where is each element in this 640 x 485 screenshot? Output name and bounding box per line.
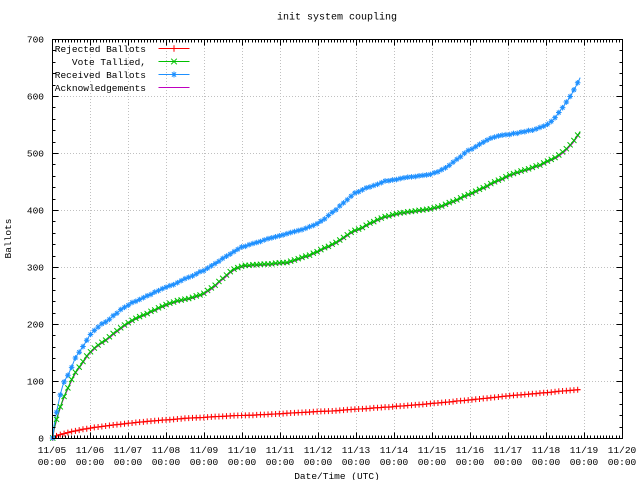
- svg-text:00:00: 00:00: [532, 457, 561, 468]
- svg-text:00:00: 00:00: [494, 457, 523, 468]
- svg-text:11/13: 11/13: [342, 445, 371, 456]
- svg-text:00:00: 00:00: [380, 457, 409, 468]
- svg-text:11/19: 11/19: [570, 445, 599, 456]
- svg-text:00:00: 00:00: [266, 457, 295, 468]
- svg-text:11/20: 11/20: [608, 445, 637, 456]
- svg-text:300: 300: [27, 262, 44, 273]
- svg-text:600: 600: [27, 91, 44, 102]
- svg-text:Ballots: Ballots: [3, 219, 14, 259]
- svg-text:00:00: 00:00: [608, 457, 637, 468]
- svg-text:700: 700: [27, 34, 44, 45]
- svg-text:00:00: 00:00: [152, 457, 181, 468]
- svg-text:00:00: 00:00: [456, 457, 485, 468]
- svg-text:00:00: 00:00: [570, 457, 599, 468]
- svg-text:100: 100: [27, 376, 44, 387]
- svg-text:11/05: 11/05: [38, 445, 67, 456]
- svg-text:500: 500: [27, 148, 44, 159]
- svg-text:11/11: 11/11: [266, 445, 295, 456]
- svg-text:Received Ballots: Received Ballots: [55, 70, 146, 81]
- svg-text:Rejected Ballots: Rejected Ballots: [55, 44, 146, 55]
- svg-text:11/09: 11/09: [190, 445, 219, 456]
- svg-text:11/16: 11/16: [456, 445, 485, 456]
- svg-text:11/10: 11/10: [228, 445, 257, 456]
- svg-text:Acknowledgements: Acknowledgements: [55, 83, 146, 94]
- svg-text:11/18: 11/18: [532, 445, 561, 456]
- svg-text:11/17: 11/17: [494, 445, 523, 456]
- svg-text:11/06: 11/06: [76, 445, 105, 456]
- svg-text:00:00: 00:00: [190, 457, 219, 468]
- svg-text:init system coupling: init system coupling: [277, 12, 397, 24]
- svg-text:00:00: 00:00: [38, 457, 67, 468]
- svg-text:11/15: 11/15: [418, 445, 447, 456]
- svg-text:Date/Time (UTC): Date/Time (UTC): [294, 471, 380, 480]
- svg-text:0: 0: [38, 433, 44, 444]
- svg-text:200: 200: [27, 319, 44, 330]
- svg-text:11/14: 11/14: [380, 445, 409, 456]
- svg-text:00:00: 00:00: [228, 457, 257, 468]
- svg-text:Vote Tallied,: Vote Tallied,: [72, 57, 146, 68]
- svg-text:11/12: 11/12: [304, 445, 333, 456]
- svg-text:11/07: 11/07: [114, 445, 143, 456]
- svg-text:00:00: 00:00: [304, 457, 333, 468]
- svg-text:11/08: 11/08: [152, 445, 181, 456]
- svg-text:400: 400: [27, 205, 44, 216]
- svg-text:00:00: 00:00: [418, 457, 447, 468]
- svg-text:00:00: 00:00: [342, 457, 371, 468]
- svg-text:00:00: 00:00: [76, 457, 105, 468]
- svg-text:00:00: 00:00: [114, 457, 143, 468]
